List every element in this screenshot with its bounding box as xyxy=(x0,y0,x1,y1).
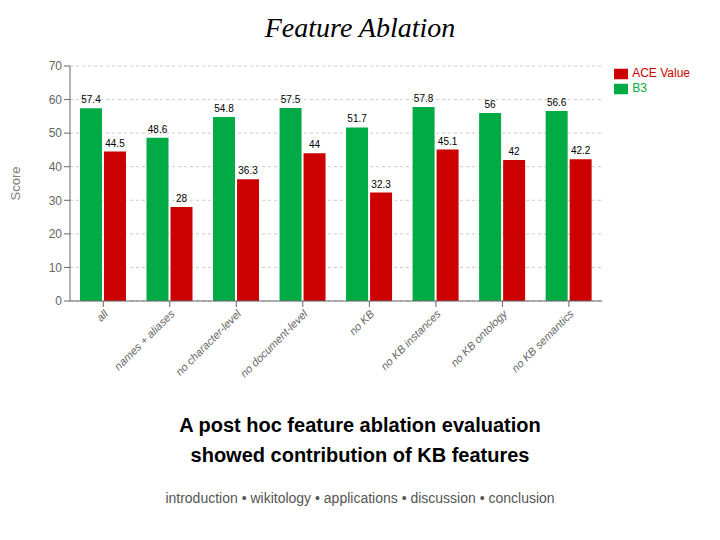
svg-text:56.6: 56.6 xyxy=(547,97,567,108)
svg-text:no KB semantics: no KB semantics xyxy=(509,307,576,374)
svg-text:51.7: 51.7 xyxy=(347,113,367,124)
svg-text:no KB: no KB xyxy=(347,307,377,337)
svg-text:44: 44 xyxy=(309,139,321,150)
svg-text:all: all xyxy=(94,307,111,324)
html-text:introduction • wikitology • ap: introduction • wikitology • applications… xyxy=(165,490,555,506)
svg-text:no document-level: no document-level xyxy=(238,307,310,379)
svg-text:10: 10 xyxy=(49,261,63,275)
svg-text:60: 60 xyxy=(49,93,63,107)
svg-text:32.3: 32.3 xyxy=(371,179,391,190)
svg-text:42.2: 42.2 xyxy=(571,145,591,156)
svg-text:no KB ontology: no KB ontology xyxy=(448,306,510,368)
svg-text:names + aliases: names + aliases xyxy=(112,307,177,372)
svg-text:44.5: 44.5 xyxy=(105,138,125,149)
svg-text:28: 28 xyxy=(176,193,188,204)
svg-text:20: 20 xyxy=(49,227,63,241)
html-text:Feature Ablation: Feature Ablation xyxy=(264,12,456,43)
svg-text:54.8: 54.8 xyxy=(214,103,234,114)
svg-text:57.4: 57.4 xyxy=(81,94,101,105)
svg-text:Score: Score xyxy=(8,167,23,201)
svg-text:48.6: 48.6 xyxy=(148,124,168,135)
svg-text:0: 0 xyxy=(55,294,62,308)
svg-text:57.5: 57.5 xyxy=(281,94,301,105)
html-text:B3: B3 xyxy=(632,80,647,95)
svg-text:30: 30 xyxy=(49,194,63,208)
svg-text:45.1: 45.1 xyxy=(438,136,458,147)
svg-text:56: 56 xyxy=(485,99,497,110)
svg-text:no KB instances: no KB instances xyxy=(378,307,443,372)
svg-text:42: 42 xyxy=(509,146,521,157)
html-text:ACE Value: ACE Value xyxy=(632,66,690,80)
svg-text:50: 50 xyxy=(49,126,63,140)
svg-text:no character-level: no character-level xyxy=(173,307,244,378)
html-text:showed contribution of KB feat: showed contribution of KB features xyxy=(190,444,530,466)
svg-text:57.8: 57.8 xyxy=(414,93,434,104)
svg-text:70: 70 xyxy=(49,59,63,73)
svg-text:36.3: 36.3 xyxy=(238,165,258,176)
html-text:A post hoc feature ablation ev: A post hoc feature ablation evaluation xyxy=(179,414,541,436)
svg-text:40: 40 xyxy=(49,160,63,174)
